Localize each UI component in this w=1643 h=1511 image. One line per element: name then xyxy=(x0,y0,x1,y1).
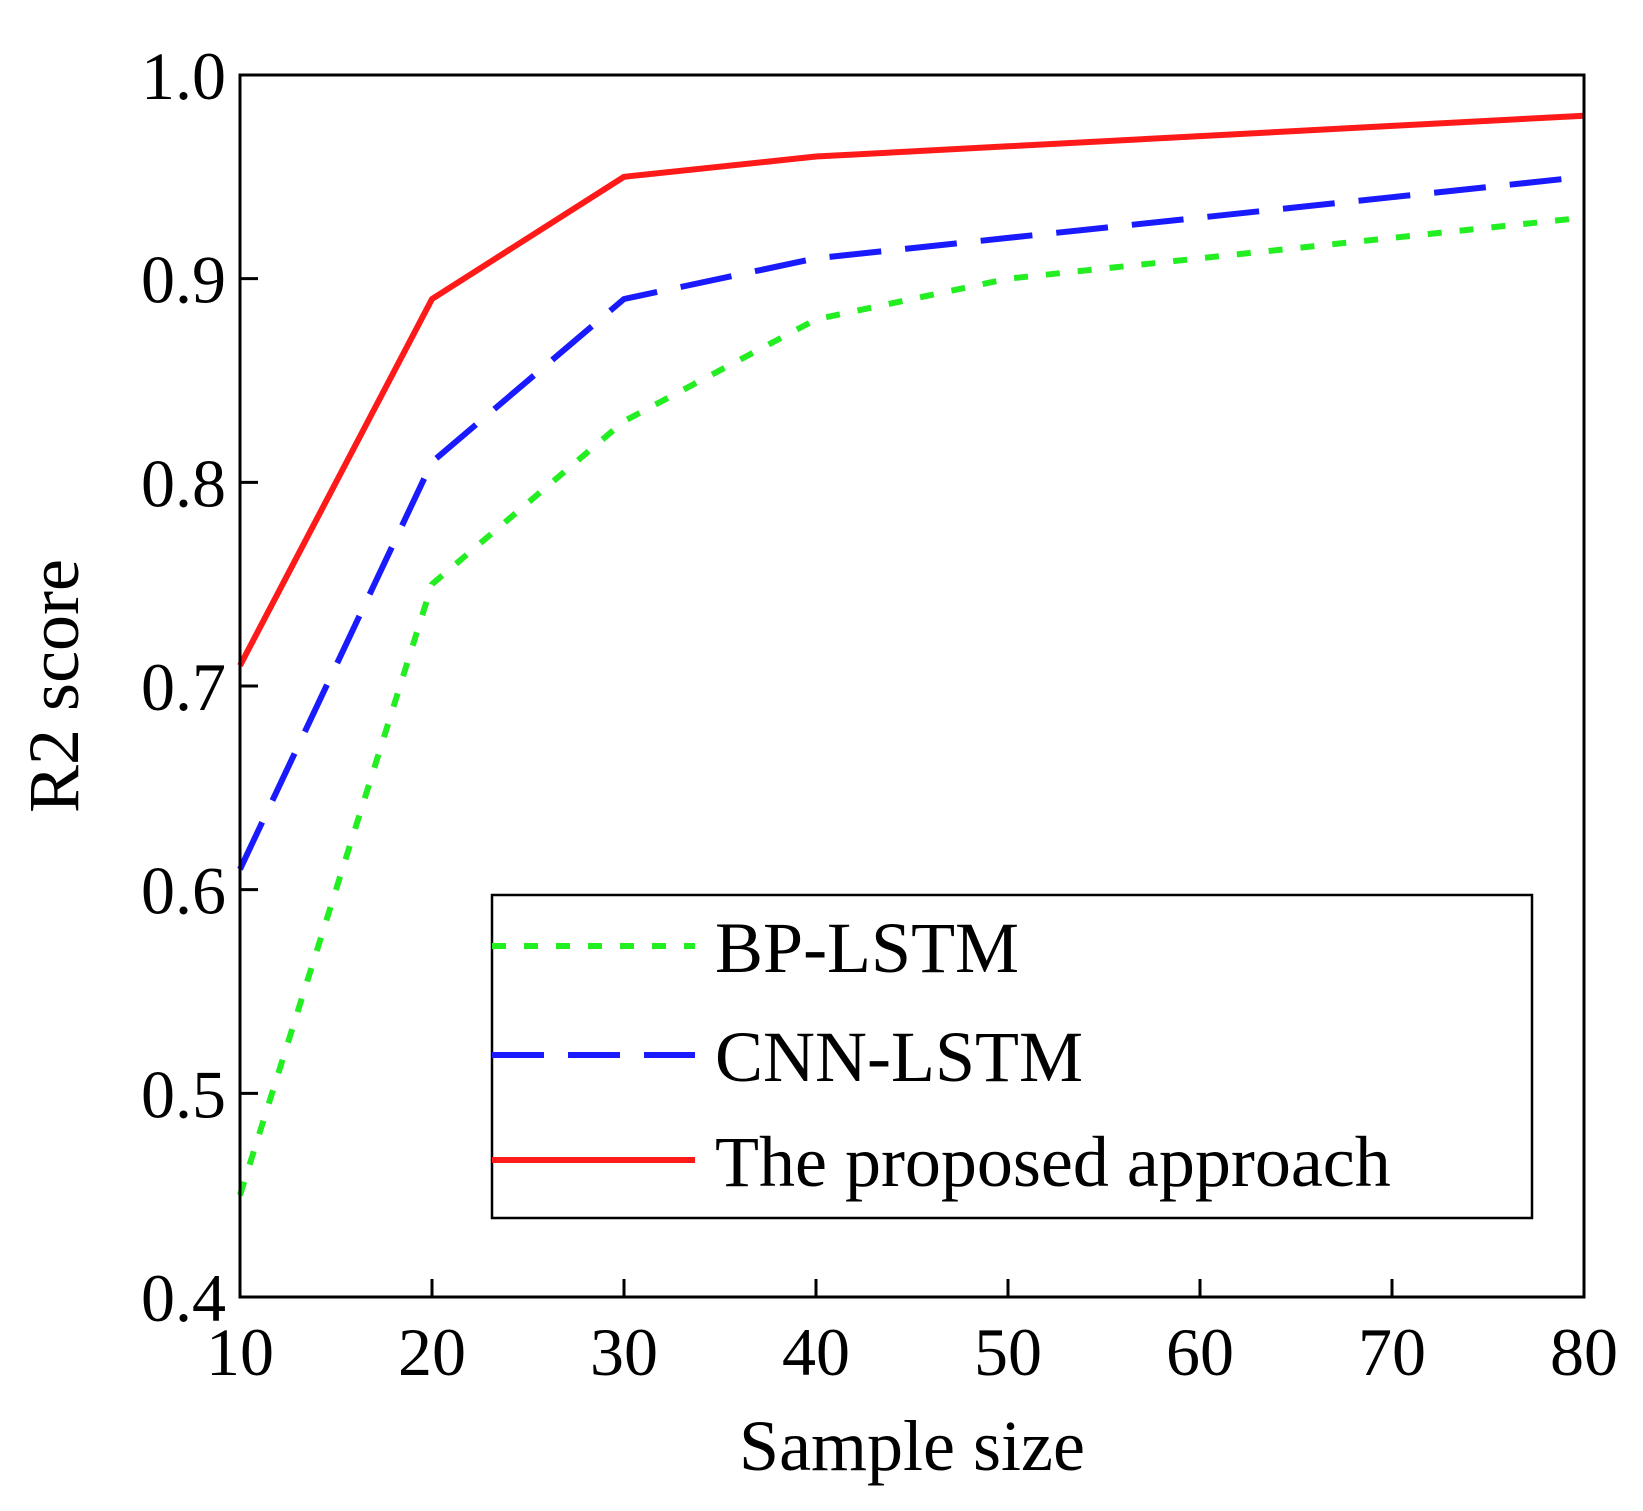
y-tick-label: 0.5 xyxy=(141,1056,226,1132)
legend: BP-LSTM CNN-LSTM The proposed approach xyxy=(490,893,1534,1220)
x-tick-label: 60 xyxy=(1166,1314,1234,1390)
y-tick-label: 0.7 xyxy=(141,649,226,725)
x-tick-label: 30 xyxy=(590,1314,658,1390)
y-axis: 0.4 0.5 0.6 0.7 0.8 0.9 1.0 xyxy=(141,38,258,1336)
series-line-the-proposed-approach xyxy=(237,112,1585,667)
x-tick-label: 80 xyxy=(1550,1314,1618,1390)
x-axis-title: Sample size xyxy=(739,1406,1085,1486)
legend-label: CNN-LSTM xyxy=(715,1017,1083,1097)
y-tick-label: 0.6 xyxy=(141,853,226,929)
y-tick-label: 1.0 xyxy=(141,38,226,114)
y-tick-label: 0.4 xyxy=(141,1260,226,1336)
x-tick-label: 40 xyxy=(782,1314,850,1390)
x-axis: 10 20 30 40 50 60 70 80 xyxy=(206,1279,1618,1390)
series-line-bp-lstm xyxy=(237,214,1585,1197)
x-tick-label: 50 xyxy=(974,1314,1042,1390)
y-tick-label: 0.8 xyxy=(141,445,226,521)
legend-label: BP-LSTM xyxy=(715,908,1019,988)
x-tick-label: 20 xyxy=(398,1314,466,1390)
series-line-cnn-lstm xyxy=(237,173,1585,871)
series-layer xyxy=(237,112,1585,1197)
y-axis-title: R2 score xyxy=(14,559,94,813)
x-tick-label: 10 xyxy=(206,1314,274,1390)
x-tick-label: 70 xyxy=(1358,1314,1426,1390)
legend-label: The proposed approach xyxy=(715,1122,1391,1202)
y-tick-label: 0.9 xyxy=(141,242,226,318)
